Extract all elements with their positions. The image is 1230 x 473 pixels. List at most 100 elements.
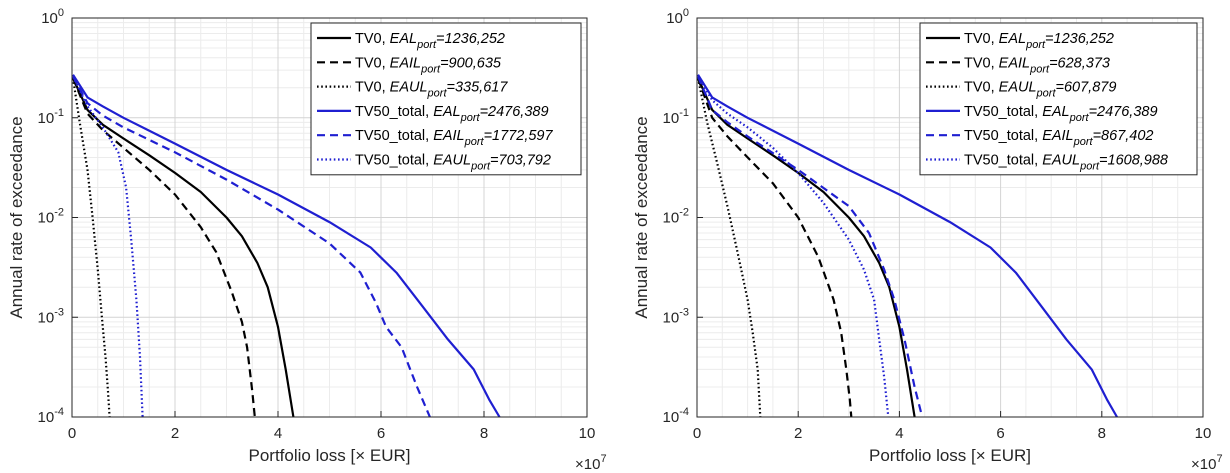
legend-metric: EAUL bbox=[433, 153, 471, 169]
y-tick-exp: -1 bbox=[54, 107, 64, 119]
legend-metric: EAIL bbox=[433, 128, 464, 144]
x-tick-label: 8 bbox=[1098, 425, 1106, 442]
x-tick-label: 0 bbox=[68, 425, 76, 442]
y-tick-label: 10-3 bbox=[38, 306, 64, 326]
legend-entry-6: TV50_total, EAULport=703,792 bbox=[355, 153, 551, 173]
legend-name: TV0, bbox=[355, 55, 390, 71]
series-line-4 bbox=[72, 74, 501, 418]
y-tick-exp: 0 bbox=[683, 7, 689, 19]
legend-value: =2476,389 bbox=[480, 104, 549, 120]
y-tick-label: 10-3 bbox=[663, 306, 689, 326]
legend-name: TV50_total, bbox=[355, 153, 433, 169]
legend-metric: EAUL bbox=[390, 80, 428, 96]
y-tick-base: 10 bbox=[38, 309, 55, 326]
x-multiplier-base: ×10 bbox=[1191, 456, 1216, 473]
legend-name: TV50_total, bbox=[355, 104, 433, 120]
legend-box bbox=[310, 22, 582, 176]
legend-value: =628,373 bbox=[1049, 55, 1110, 71]
y-tick-exp: -2 bbox=[54, 207, 64, 219]
legend-entry-2: TV0, EAILport=900,635 bbox=[355, 55, 502, 75]
legend-name: TV50_total, bbox=[964, 104, 1042, 120]
series-line-1 bbox=[71, 77, 295, 418]
legend-metric: EAL bbox=[999, 31, 1026, 47]
legend-value: =1236,252 bbox=[436, 31, 505, 47]
x-tick-label: 0 bbox=[693, 425, 701, 442]
legend-value: =1236,252 bbox=[1045, 31, 1114, 47]
legend-metric: EAL bbox=[433, 104, 460, 120]
y-tick-base: 10 bbox=[663, 210, 680, 227]
legend-value: =607,879 bbox=[1056, 80, 1117, 96]
legend-name: TV50_total, bbox=[964, 153, 1042, 169]
legend-metric: EAIL bbox=[1042, 128, 1073, 144]
legend-value: =867,402 bbox=[1093, 128, 1154, 144]
legend-subscript: port bbox=[1069, 112, 1090, 124]
legend-value: =1772,597 bbox=[484, 128, 554, 144]
legend-name: TV50_total, bbox=[964, 128, 1042, 144]
y-tick-label: 100 bbox=[666, 7, 689, 27]
legend-metric: EAIL bbox=[999, 55, 1030, 71]
y-tick-exp: -3 bbox=[679, 306, 689, 318]
y-tick-label: 10-2 bbox=[38, 207, 64, 227]
y-tick-base: 10 bbox=[666, 10, 683, 27]
series-line-5 bbox=[696, 75, 924, 418]
legend-subscript: port bbox=[416, 39, 437, 51]
y-tick-exp: -2 bbox=[679, 207, 689, 219]
x-multiplier-exp: 7 bbox=[1216, 453, 1222, 465]
legend-name: TV0, bbox=[355, 80, 390, 96]
x-axis-multiplier: ×107 bbox=[575, 453, 607, 473]
x-tick-label: 6 bbox=[377, 425, 385, 442]
y-tick-exp: 0 bbox=[58, 7, 64, 19]
legend-subscript: port bbox=[420, 63, 441, 75]
y-tick-exp: -4 bbox=[54, 406, 64, 418]
axes-box bbox=[696, 17, 1204, 418]
legend-name: TV0, bbox=[964, 31, 999, 47]
legend-entry-4: TV50_total, EALport=2476,389 bbox=[355, 104, 549, 124]
legend-value: =1608,988 bbox=[1099, 153, 1168, 169]
series-line-2 bbox=[696, 77, 853, 418]
y-tick-base: 10 bbox=[38, 409, 55, 426]
y-tick-label: 10-4 bbox=[663, 406, 689, 426]
y-tick-base: 10 bbox=[663, 309, 680, 326]
legend-entry-1: TV0, EALport=1236,252 bbox=[964, 31, 1114, 51]
x-tick-label: 8 bbox=[480, 425, 488, 442]
y-tick-base: 10 bbox=[38, 210, 55, 227]
legend-entry-5: TV50_total, EAILport=867,402 bbox=[964, 128, 1153, 148]
legend-subscript: port bbox=[1073, 136, 1094, 148]
legend-subscript: port bbox=[464, 136, 485, 148]
series-line-4 bbox=[697, 74, 1118, 418]
legend-name: TV0, bbox=[355, 31, 390, 47]
y-tick-label: 10-4 bbox=[38, 406, 64, 426]
legend-metric: EAIL bbox=[390, 55, 421, 71]
x-tick-label: 10 bbox=[579, 425, 596, 442]
x-multiplier-exp: 7 bbox=[600, 453, 606, 465]
series-line-2 bbox=[71, 77, 256, 418]
legend-entry-1: TV0, EALport=1236,252 bbox=[355, 31, 505, 51]
y-tick-exp: -1 bbox=[679, 107, 689, 119]
y-tick-base: 10 bbox=[38, 110, 55, 127]
x-tick-label: 2 bbox=[794, 425, 802, 442]
x-tick-label: 2 bbox=[171, 425, 179, 442]
x-axis-label: Portfolio loss [× EUR] bbox=[248, 446, 410, 465]
x-axis-multiplier: ×107 bbox=[1191, 453, 1223, 473]
x-axis-label: Portfolio loss [× EUR] bbox=[869, 446, 1031, 465]
legend-value: =2476,389 bbox=[1089, 104, 1158, 120]
series-line-3 bbox=[71, 77, 111, 418]
legend-name: TV50_total, bbox=[355, 128, 433, 144]
series-line-1 bbox=[696, 77, 916, 418]
legend-entry-3: TV0, EAULport=607,879 bbox=[964, 80, 1116, 100]
y-tick-label: 100 bbox=[41, 7, 64, 27]
x-tick-label: 6 bbox=[996, 425, 1004, 442]
series-line-6 bbox=[72, 75, 144, 418]
legend-subscript: port bbox=[1036, 88, 1057, 100]
x-tick-label: 10 bbox=[1195, 425, 1212, 442]
y-tick-label: 10-1 bbox=[38, 107, 64, 127]
series-line-5 bbox=[72, 75, 431, 418]
legend-subscript: port bbox=[460, 112, 481, 124]
legend-subscript: port bbox=[1025, 39, 1046, 51]
legend-name: TV0, bbox=[964, 80, 999, 96]
y-tick-base: 10 bbox=[663, 110, 680, 127]
